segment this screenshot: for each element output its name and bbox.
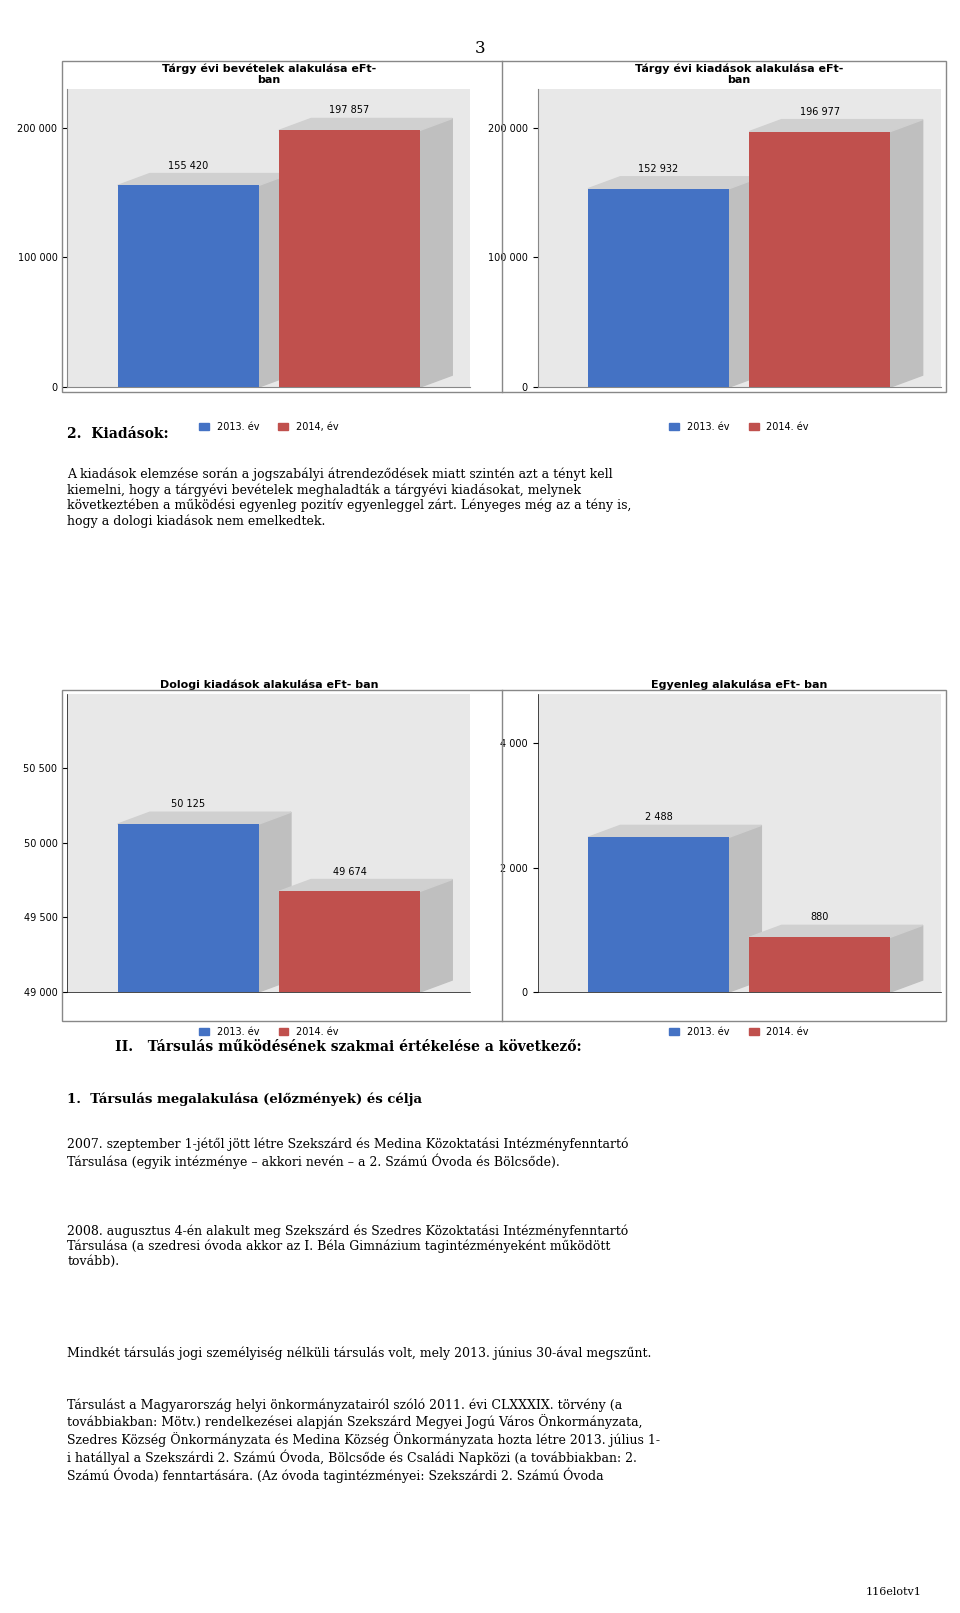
Polygon shape: [420, 118, 452, 387]
Polygon shape: [588, 826, 761, 837]
Polygon shape: [278, 879, 452, 892]
Text: 116elotv1: 116elotv1: [866, 1587, 922, 1597]
Polygon shape: [258, 174, 291, 387]
Polygon shape: [891, 926, 923, 992]
Text: 152 932: 152 932: [638, 165, 679, 174]
Bar: [588, 837, 730, 992]
Polygon shape: [730, 177, 761, 387]
Legend: 2013. év, 2014, év: 2013. év, 2014, év: [195, 418, 343, 436]
Title: Egyenleg alakulása eFt- ban: Egyenleg alakulása eFt- ban: [651, 679, 828, 690]
Legend: 2013. év, 2014. év: 2013. év, 2014. év: [195, 1023, 343, 1040]
Text: 196 977: 196 977: [800, 106, 840, 116]
Bar: [278, 892, 420, 992]
Bar: [749, 937, 890, 992]
Legend: 2013. év, 2014. év: 2013. év, 2014. év: [665, 418, 813, 436]
Text: 2.  Kiadások:: 2. Kiadások:: [67, 427, 169, 442]
Polygon shape: [588, 177, 761, 189]
Polygon shape: [278, 118, 452, 131]
Legend: 2013. év, 2014. év: 2013. év, 2014. év: [665, 1023, 813, 1040]
Bar: [118, 185, 259, 387]
Polygon shape: [749, 926, 923, 937]
Text: A kiadások elemzése során a jogszabályi átrendeződések miatt szintén azt a tényt: A kiadások elemzése során a jogszabályi …: [67, 468, 632, 527]
Bar: [278, 131, 420, 387]
Title: Tárgy évi kiadások alakulása eFt-
ban: Tárgy évi kiadások alakulása eFt- ban: [635, 63, 844, 85]
Text: 50 125: 50 125: [171, 798, 205, 810]
Text: Mindkét társulás jogi személyiség nélküli társulás volt, mely 2013. június 30-áv: Mindkét társulás jogi személyiség nélkül…: [67, 1347, 652, 1360]
Polygon shape: [117, 813, 291, 824]
Text: II.   Társulás működésének szakmai értékelése a következő:: II. Társulás működésének szakmai értékel…: [115, 1040, 582, 1055]
Bar: [749, 132, 890, 387]
Text: 155 420: 155 420: [168, 161, 208, 171]
Title: Tárgy évi bevételek alakulása eFt-
ban: Tárgy évi bevételek alakulása eFt- ban: [161, 63, 376, 85]
Polygon shape: [749, 119, 923, 132]
Bar: [588, 189, 730, 387]
Text: 49 674: 49 674: [332, 866, 367, 876]
Text: 3: 3: [474, 40, 486, 58]
Text: 2008. augusztus 4-én alakult meg Szekszárd és Szedres Közoktatási Intézményfennt: 2008. augusztus 4-én alakult meg Szekszá…: [67, 1224, 629, 1268]
Text: Társulást a Magyarország helyi önkormányzatairól szóló 2011. évi CLXXXIX. törvén: Társulást a Magyarország helyi önkormány…: [67, 1398, 660, 1482]
Text: 880: 880: [810, 913, 829, 923]
Text: 197 857: 197 857: [329, 105, 370, 116]
Text: 1.  Társulás megalakulása (előzmények) és célja: 1. Társulás megalakulása (előzmények) és…: [67, 1092, 422, 1105]
Title: Dologi kiadások alakulása eFt- ban: Dologi kiadások alakulása eFt- ban: [159, 679, 378, 690]
Polygon shape: [117, 174, 291, 185]
Text: 2 488: 2 488: [645, 813, 672, 823]
Polygon shape: [420, 879, 452, 992]
Bar: [118, 824, 259, 992]
Polygon shape: [730, 826, 761, 992]
Text: 2007. szeptember 1-jétől jött létre Szekszárd és Medina Közoktatási Intézményfen: 2007. szeptember 1-jétől jött létre Szek…: [67, 1137, 629, 1169]
Polygon shape: [891, 119, 923, 387]
Polygon shape: [258, 813, 291, 992]
